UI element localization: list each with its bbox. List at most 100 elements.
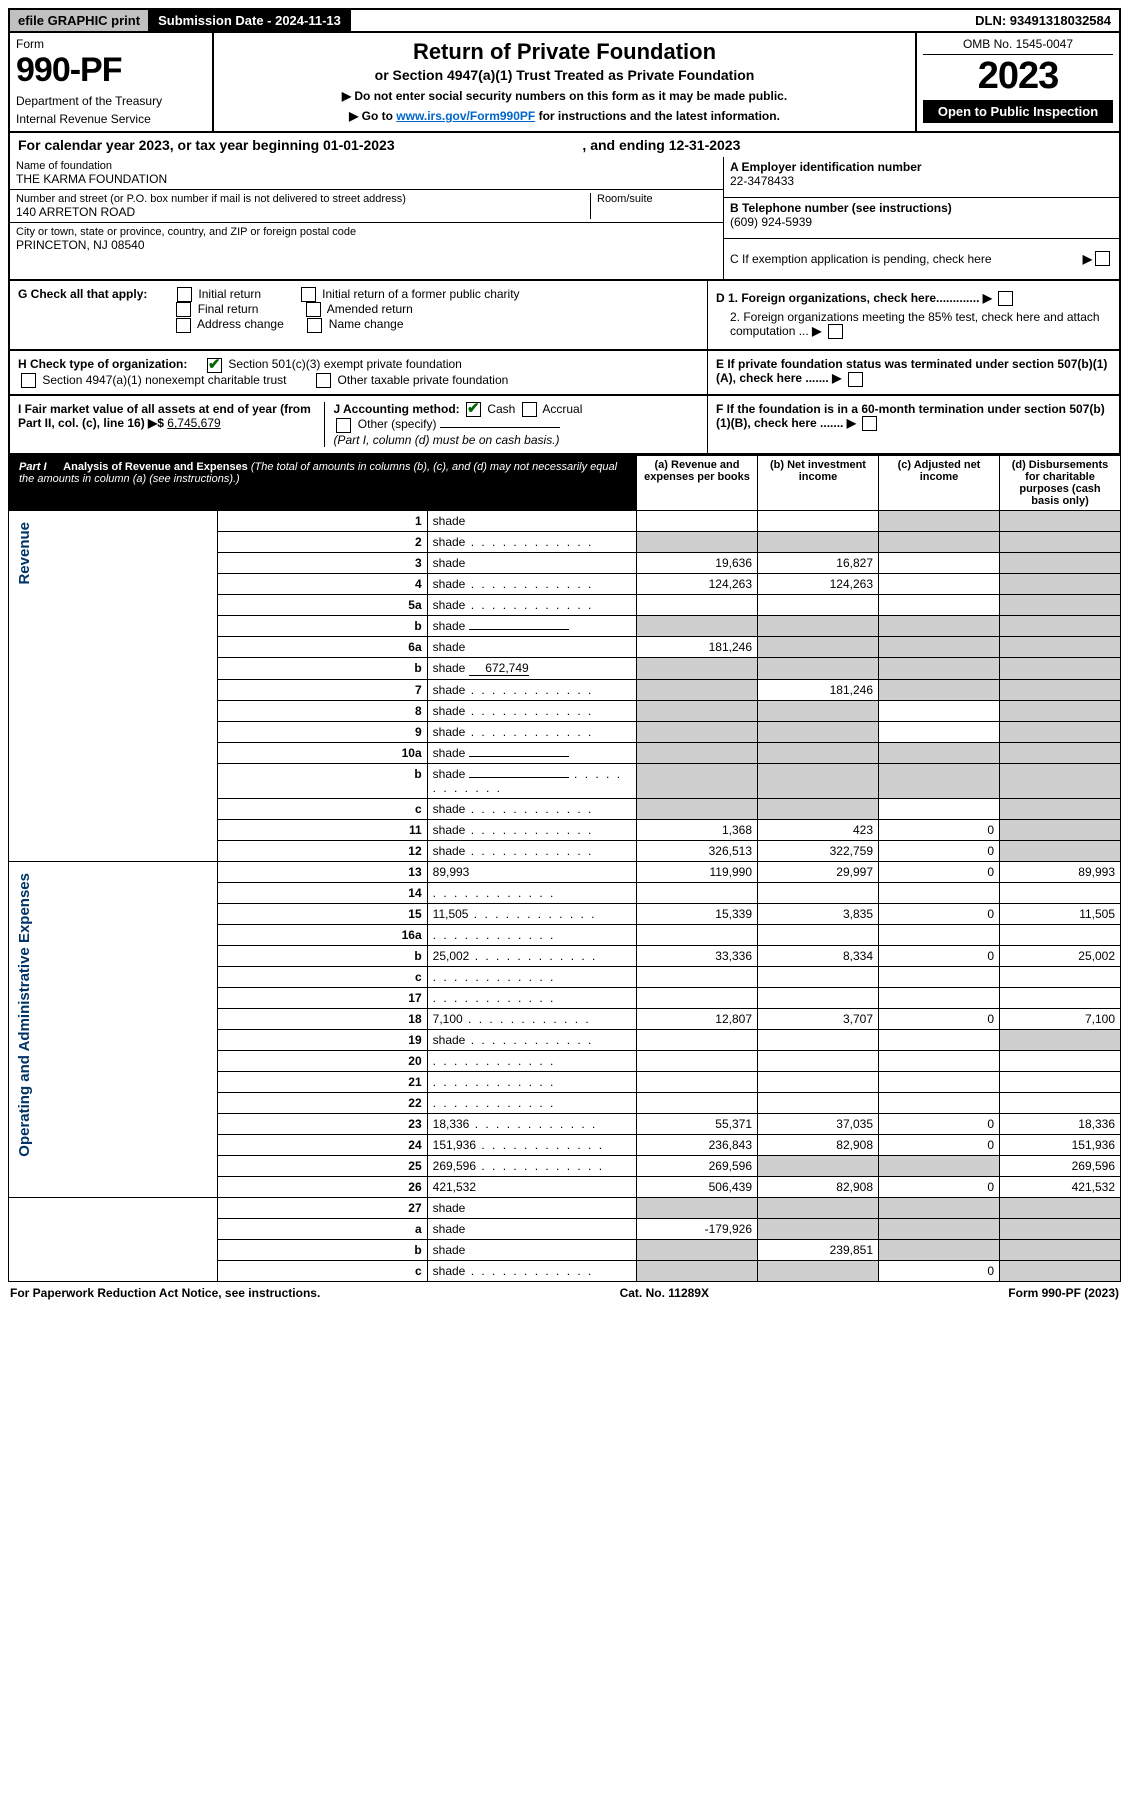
cell-shaded — [879, 679, 1000, 700]
cell-shaded — [637, 679, 758, 700]
data-row: Revenue1shade — [9, 510, 1121, 531]
cell-value: 12,807 — [637, 1008, 758, 1029]
form-word: Form — [16, 37, 206, 51]
part1-table: Part I Analysis of Revenue and Expenses … — [8, 455, 1121, 1282]
h-4947-checkbox[interactable] — [21, 373, 36, 388]
form-number: 990-PF — [16, 51, 206, 90]
row-number: b — [218, 945, 427, 966]
cell-shaded — [879, 1218, 1000, 1239]
row-description: shade — [427, 573, 636, 594]
cell-value — [758, 987, 879, 1008]
form-title: Return of Private Foundation — [224, 39, 905, 65]
row-description — [427, 1050, 636, 1071]
cell-shaded — [758, 763, 879, 798]
row-number: 20 — [218, 1050, 427, 1071]
g-name-checkbox[interactable] — [307, 318, 322, 333]
row-description: shade — [427, 1239, 636, 1260]
g-amended-checkbox[interactable] — [306, 302, 321, 317]
row-number: 9 — [218, 721, 427, 742]
page-footer: For Paperwork Reduction Act Notice, see … — [8, 1282, 1121, 1304]
g-opt-0: Initial return — [198, 287, 261, 301]
cell-value: 0 — [879, 945, 1000, 966]
address-row: Number and street (or P.O. box number if… — [10, 190, 723, 223]
instr-line1: ▶ Do not enter social security numbers o… — [224, 89, 905, 103]
irs-link[interactable]: www.irs.gov/Form990PF — [396, 109, 535, 123]
cell-shaded — [758, 657, 879, 679]
cell-value: 236,843 — [637, 1134, 758, 1155]
i-value: 6,745,679 — [167, 416, 220, 430]
cell-value: 19,636 — [637, 552, 758, 573]
cell-value — [879, 1029, 1000, 1050]
cell-value — [758, 966, 879, 987]
cell-value — [637, 1071, 758, 1092]
cell-shaded — [1000, 1197, 1121, 1218]
topbar-spacer — [351, 10, 967, 31]
part1-label: Part I — [19, 461, 47, 473]
row-number: 2 — [218, 531, 427, 552]
instr2-pre: ▶ Go to — [349, 109, 396, 123]
cell-shaded — [879, 531, 1000, 552]
c-checkbox[interactable] — [1095, 251, 1110, 266]
g-address-checkbox[interactable] — [176, 318, 191, 333]
d1-row: D 1. Foreign organizations, check here..… — [716, 291, 1111, 306]
h-501c3-checkbox[interactable] — [207, 358, 222, 373]
check-section-g-d: G Check all that apply: Initial return I… — [8, 281, 1121, 352]
row-description — [427, 966, 636, 987]
cell-value — [758, 1050, 879, 1071]
side-label-cell: Revenue — [9, 510, 218, 861]
cell-value: 0 — [879, 1176, 1000, 1197]
f-arrow: ▶ — [847, 416, 856, 430]
row-description: shade — [427, 1218, 636, 1239]
efile-label[interactable]: efile GRAPHIC print — [10, 10, 150, 31]
cell-value — [637, 594, 758, 615]
cell-shaded — [1000, 573, 1121, 594]
cell-value: 181,246 — [758, 679, 879, 700]
cell-shaded — [1000, 679, 1121, 700]
i-section: I Fair market value of all assets at end… — [18, 402, 324, 447]
cell-value: 25,002 — [1000, 945, 1121, 966]
row-number: 19 — [218, 1029, 427, 1050]
row-number: b — [218, 615, 427, 636]
id-left: Name of foundation THE KARMA FOUNDATION … — [10, 157, 723, 279]
omb-number: OMB No. 1545-0047 — [923, 37, 1113, 55]
id-right: A Employer identification number 22-3478… — [723, 157, 1119, 279]
row-number: 24 — [218, 1134, 427, 1155]
row-description: shade — [427, 615, 636, 636]
cell-shaded — [637, 700, 758, 721]
cell-shaded — [1000, 510, 1121, 531]
col-c-header: (c) Adjusted net income — [879, 455, 1000, 510]
cell-shaded — [1000, 1218, 1121, 1239]
cell-value: 15,339 — [637, 903, 758, 924]
j-accrual-checkbox[interactable] — [522, 402, 537, 417]
top-bar: efile GRAPHIC print Submission Date - 20… — [8, 8, 1121, 33]
g-final-checkbox[interactable] — [176, 302, 191, 317]
cell-value — [879, 882, 1000, 903]
g-initial-checkbox[interactable] — [177, 287, 192, 302]
g-opt-3: Initial return of a former public charit… — [322, 287, 519, 301]
j-cash-checkbox[interactable] — [466, 402, 481, 417]
row-description: 11,505 — [427, 903, 636, 924]
row-number: 16a — [218, 924, 427, 945]
cell-shaded — [1000, 700, 1121, 721]
d2-checkbox[interactable] — [828, 324, 843, 339]
h-other-checkbox[interactable] — [316, 373, 331, 388]
cell-value: 421,532 — [1000, 1176, 1121, 1197]
calendar-year-row: For calendar year 2023, or tax year begi… — [8, 133, 1121, 157]
cell-value — [1000, 1092, 1121, 1113]
cell-shaded — [758, 636, 879, 657]
cell-shaded — [1000, 552, 1121, 573]
cell-shaded — [1000, 594, 1121, 615]
d1-checkbox[interactable] — [998, 291, 1013, 306]
row-description: 18,336 — [427, 1113, 636, 1134]
cell-shaded — [1000, 742, 1121, 763]
cell-value: 82,908 — [758, 1176, 879, 1197]
cell-value: 55,371 — [637, 1113, 758, 1134]
j-other-checkbox[interactable] — [336, 418, 351, 433]
e-checkbox[interactable] — [848, 372, 863, 387]
form-header: Form 990-PF Department of the Treasury I… — [8, 33, 1121, 133]
cell-value: 0 — [879, 840, 1000, 861]
f-checkbox[interactable] — [862, 416, 877, 431]
cell-shaded — [1000, 636, 1121, 657]
identification-block: Name of foundation THE KARMA FOUNDATION … — [8, 157, 1121, 281]
g-former-checkbox[interactable] — [301, 287, 316, 302]
